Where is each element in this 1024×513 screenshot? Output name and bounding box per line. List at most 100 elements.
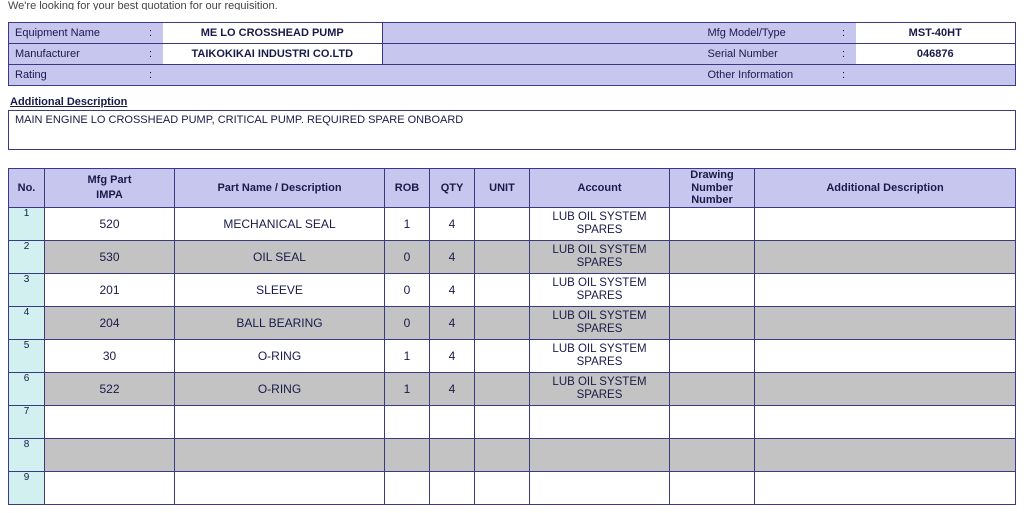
mfg-model-value: MST-40HT	[856, 23, 1016, 44]
row-rob: 0	[385, 273, 430, 306]
row-account	[530, 405, 670, 438]
col-qty: QTY	[430, 169, 475, 208]
row-unit	[475, 438, 530, 471]
spacer	[383, 44, 702, 65]
colon: :	[832, 23, 856, 44]
col-mfg-part-label: Mfg Part	[88, 174, 132, 186]
parts-table: No. Mfg Part IMPA Part Name / Descriptio…	[8, 168, 1016, 505]
row-qty	[430, 471, 475, 504]
additional-desc-title: Additional Description	[10, 96, 1016, 108]
row-add-desc	[755, 405, 1016, 438]
row-mfg-part: 201	[45, 273, 175, 306]
col-mfg-part-sub: IMPA	[45, 189, 174, 202]
row-account	[530, 438, 670, 471]
row-account	[530, 471, 670, 504]
row-part-name: SLEEVE	[175, 273, 385, 306]
row-part-name: O-RING	[175, 372, 385, 405]
row-part-name	[175, 405, 385, 438]
col-no: No.	[9, 169, 45, 208]
row-mfg-part: 520	[45, 207, 175, 240]
row-rob: 1	[385, 207, 430, 240]
row-mfg-part: 530	[45, 240, 175, 273]
row-mfg-part	[45, 405, 175, 438]
row-qty: 4	[430, 207, 475, 240]
row-no: 7	[9, 405, 45, 438]
row-drawing	[670, 273, 755, 306]
row-part-name: OIL SEAL	[175, 240, 385, 273]
row-unit	[475, 306, 530, 339]
row-account: LUB OIL SYSTEMSPARES	[530, 372, 670, 405]
table-row: 4204BALL BEARING04LUB OIL SYSTEMSPARES	[9, 306, 1016, 339]
manufacturer-value: TAIKOKIKAI INDUSTRI CO.LTD	[163, 44, 383, 65]
table-row: 8	[9, 438, 1016, 471]
serial-label: Serial Number	[702, 44, 832, 65]
row-add-desc	[755, 339, 1016, 372]
row-unit	[475, 273, 530, 306]
row-account: LUB OIL SYSTEMSPARES	[530, 306, 670, 339]
colon: :	[139, 23, 163, 44]
col-mfg-part: Mfg Part IMPA	[45, 169, 175, 208]
row-no: 2	[9, 240, 45, 273]
row-part-name	[175, 471, 385, 504]
table-row: 7	[9, 405, 1016, 438]
row-mfg-part: 522	[45, 372, 175, 405]
row-account: LUB OIL SYSTEMSPARES	[530, 339, 670, 372]
row-mfg-part: 30	[45, 339, 175, 372]
other-info-label: Other Information	[702, 65, 832, 86]
row-unit	[475, 471, 530, 504]
row-no: 8	[9, 438, 45, 471]
row-drawing	[670, 339, 755, 372]
row-add-desc	[755, 240, 1016, 273]
row-unit	[475, 207, 530, 240]
table-row: 530O-RING14LUB OIL SYSTEMSPARES	[9, 339, 1016, 372]
row-rob: 0	[385, 306, 430, 339]
row-drawing	[670, 438, 755, 471]
row-qty: 4	[430, 240, 475, 273]
row-drawing	[670, 372, 755, 405]
equipment-name-label: Equipment Name	[9, 23, 139, 44]
row-drawing	[670, 405, 755, 438]
row-drawing	[670, 207, 755, 240]
serial-value: 046876	[856, 44, 1016, 65]
row-rob: 1	[385, 372, 430, 405]
row-unit	[475, 372, 530, 405]
col-account: Account	[530, 169, 670, 208]
row-add-desc	[755, 438, 1016, 471]
spacer	[383, 65, 702, 86]
equipment-info-table: Equipment Name : ME LO CROSSHEAD PUMP Mf…	[8, 22, 1016, 86]
row-unit	[475, 240, 530, 273]
row-mfg-part	[45, 438, 175, 471]
col-add-desc: Additional Description	[755, 169, 1016, 208]
row-qty	[430, 405, 475, 438]
row-add-desc	[755, 207, 1016, 240]
row-qty	[430, 438, 475, 471]
row-part-name: MECHANICAL SEAL	[175, 207, 385, 240]
page-header-text: We're looking for your best quotation fo…	[8, 0, 1016, 10]
row-add-desc	[755, 372, 1016, 405]
row-no: 9	[9, 471, 45, 504]
col-rob: ROB	[385, 169, 430, 208]
row-add-desc	[755, 471, 1016, 504]
colon: :	[832, 65, 856, 86]
mfg-model-label: Mfg Model/Type	[702, 23, 832, 44]
row-rob	[385, 405, 430, 438]
row-qty: 4	[430, 306, 475, 339]
row-mfg-part: 204	[45, 306, 175, 339]
additional-desc-box: MAIN ENGINE LO CROSSHEAD PUMP, CRITICAL …	[8, 110, 1016, 150]
row-qty: 4	[430, 339, 475, 372]
colon: :	[139, 65, 163, 86]
equipment-name-value: ME LO CROSSHEAD PUMP	[163, 23, 383, 44]
row-no: 3	[9, 273, 45, 306]
colon: :	[832, 44, 856, 65]
row-add-desc	[755, 273, 1016, 306]
spacer	[383, 23, 702, 44]
rating-value	[163, 65, 383, 86]
col-unit: UNIT	[475, 169, 530, 208]
parts-header-row: No. Mfg Part IMPA Part Name / Descriptio…	[9, 169, 1016, 208]
manufacturer-label: Manufacturer	[9, 44, 139, 65]
row-drawing	[670, 306, 755, 339]
row-unit	[475, 339, 530, 372]
colon: :	[139, 44, 163, 65]
rating-label: Rating	[9, 65, 139, 86]
row-add-desc	[755, 306, 1016, 339]
